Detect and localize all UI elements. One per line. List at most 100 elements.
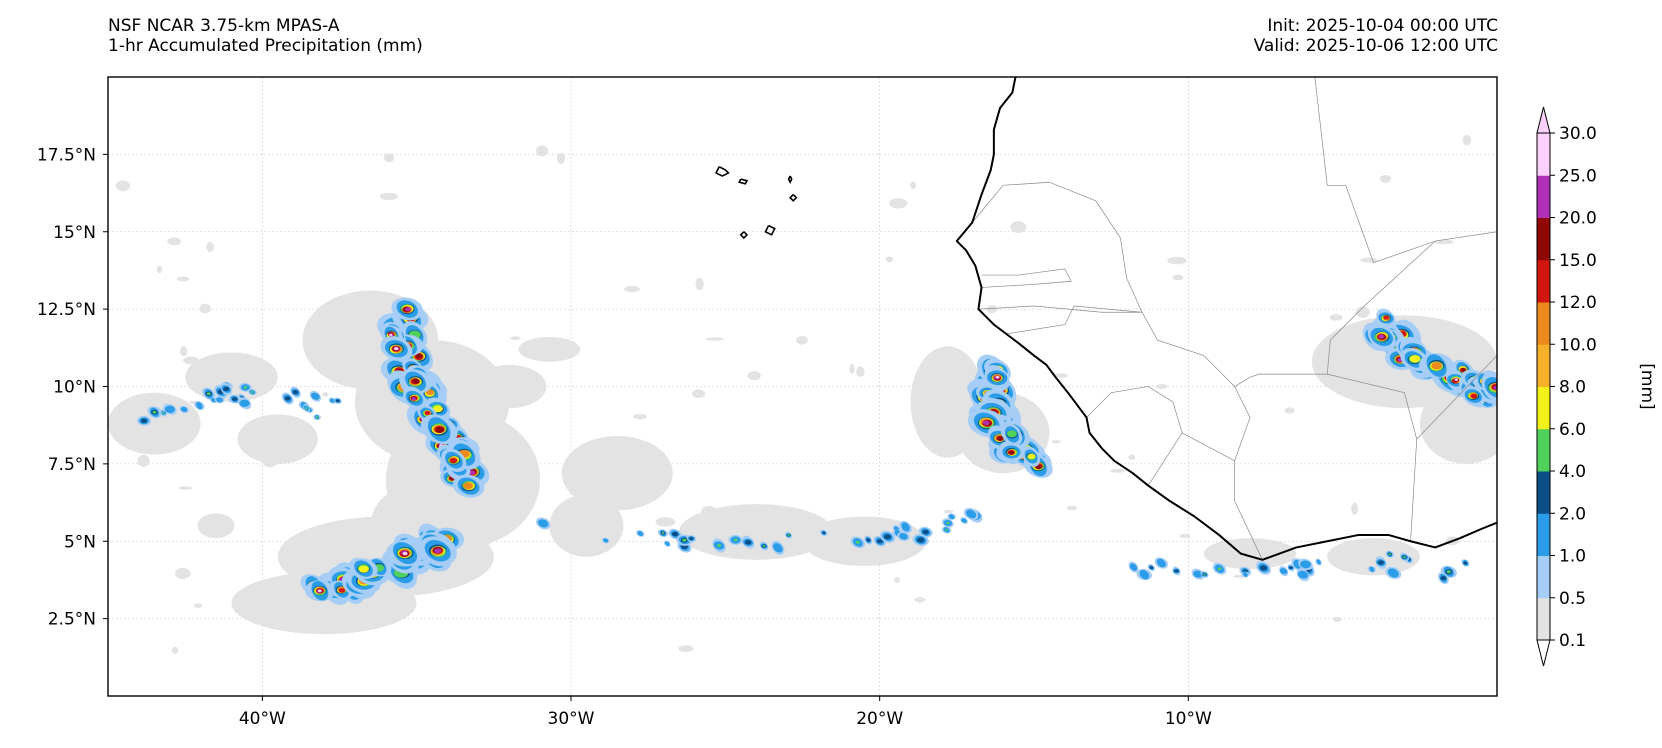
precip-cell	[1460, 367, 1467, 372]
precip-area-trace	[701, 505, 717, 519]
title-left: NSF NCAR 3.75-km MPAS-A 1-hr Accumulated…	[108, 16, 423, 56]
lat-tick-label: 17.5°N	[37, 145, 96, 165]
precip-cell	[449, 458, 458, 464]
precip-cell	[948, 514, 955, 520]
precip-cell	[1129, 563, 1138, 571]
precip-cell	[1297, 570, 1309, 579]
precip-cell	[603, 538, 609, 543]
precip-cell	[284, 396, 291, 401]
precip-cell	[1217, 567, 1222, 571]
lon-tick-label: 10°W	[1165, 709, 1212, 729]
precip-cell	[537, 519, 549, 528]
precip-cell	[1378, 334, 1385, 339]
colorbar-segment	[1537, 217, 1550, 261]
lat-tick-label: 12.5°N	[37, 300, 96, 320]
model-name: NSF NCAR 3.75-km MPAS-A	[108, 16, 340, 36]
precip-cell	[1500, 384, 1513, 394]
precip-area-trace	[472, 364, 547, 409]
precip-cell	[996, 436, 1004, 441]
precip-cell	[946, 521, 950, 525]
precip-area-trace	[1172, 274, 1184, 281]
precip-area-trace	[632, 414, 648, 420]
precip-cell	[773, 543, 783, 553]
precip-area-trace	[199, 303, 211, 314]
coastlines	[715, 77, 1497, 561]
precip-cell	[866, 538, 871, 542]
colorbar-tick-label: 10.0	[1559, 335, 1597, 355]
precip-cell	[883, 534, 892, 540]
precip-cell	[1502, 386, 1510, 392]
colorbar-segment	[1537, 259, 1550, 303]
country-border	[1181, 432, 1263, 560]
precip-area-trace	[796, 335, 808, 345]
precip-cell	[415, 353, 423, 359]
precip-cell	[251, 391, 254, 394]
precip-cell	[672, 531, 679, 537]
country-border	[1416, 355, 1497, 440]
precip-area-trace	[176, 276, 190, 282]
precip-cell	[405, 307, 411, 312]
precip-area-trace	[856, 366, 865, 378]
precip-cell	[916, 537, 925, 543]
country-border	[1006, 305, 1143, 335]
country-border	[1345, 185, 1436, 264]
lat-tick-label: 15°N	[53, 223, 96, 243]
precip-cell	[434, 548, 442, 554]
precip-cell	[1149, 566, 1154, 569]
lat-tick-label: 7.5°N	[48, 455, 96, 475]
precip-cell	[433, 405, 443, 413]
cape-verde-island	[715, 166, 730, 177]
colorbar-segment	[1537, 386, 1550, 430]
precip-area-trace	[383, 153, 395, 163]
precip-cell	[1243, 571, 1248, 577]
colorbar-tick-label: 25.0	[1559, 166, 1597, 186]
precip-area-trace	[1329, 314, 1343, 321]
precip-cell	[1259, 565, 1268, 571]
precip-cell	[424, 410, 431, 415]
precip-area-trace	[206, 241, 214, 252]
precip-cell	[1289, 566, 1293, 570]
valid-time: Valid: 2025-10-06 12:00 UTC	[1253, 36, 1498, 56]
precip-cell	[1279, 568, 1288, 575]
colorbar-tick-label: 4.0	[1559, 462, 1586, 482]
precip-cell	[995, 375, 1000, 379]
precip-cell	[1496, 380, 1497, 397]
country-border	[1141, 312, 1260, 387]
precip-area-trace	[705, 337, 725, 341]
colorbar-tick-label: 2.0	[1559, 504, 1586, 524]
precip-area-trace	[1051, 440, 1061, 444]
colorbar-tick-label: 0.5	[1559, 589, 1586, 609]
cape-verde-island	[739, 231, 749, 240]
precip-cell	[961, 518, 967, 523]
colorbar-segment	[1537, 597, 1550, 641]
precip-area-trace	[910, 181, 917, 189]
colorbar-tick-label: 8.0	[1559, 378, 1586, 398]
precip-cell	[1387, 568, 1399, 578]
precip-cell	[744, 540, 752, 545]
precip-cell	[180, 406, 188, 412]
precip-cell	[1454, 378, 1459, 381]
precip-area-trace	[914, 597, 926, 603]
precip-area-trace	[695, 277, 704, 291]
precip-area-trace	[747, 371, 761, 381]
colorbar-unit-label: [mm]	[1637, 363, 1657, 409]
precip-cell	[982, 420, 990, 426]
precip-area-trace	[322, 392, 329, 397]
precip-cell	[1504, 386, 1511, 391]
colorbar-extend-max	[1536, 106, 1551, 134]
precip-area-trace	[108, 392, 201, 455]
precip-cell	[1300, 560, 1311, 569]
country-border	[1234, 386, 1251, 461]
precip-cell	[425, 389, 435, 396]
precip-cell	[164, 405, 175, 413]
precip-cell	[231, 397, 238, 402]
precip-area-trace	[929, 351, 945, 356]
precip-area-trace	[1355, 306, 1370, 318]
precip-cell	[1463, 561, 1468, 565]
colorbar-segment	[1537, 175, 1550, 218]
precip-cell	[1501, 384, 1513, 392]
precip-area-trace	[592, 478, 597, 490]
cape-verde-island	[789, 194, 798, 202]
precip-cell	[1431, 361, 1443, 370]
